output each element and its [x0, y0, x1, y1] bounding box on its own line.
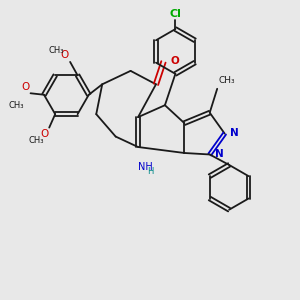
Text: CH₃: CH₃ [219, 76, 235, 85]
Text: NH: NH [138, 162, 153, 172]
Text: O: O [170, 56, 179, 66]
Text: O: O [60, 50, 69, 60]
Text: CH₃: CH₃ [48, 46, 64, 56]
Text: O: O [22, 82, 30, 92]
Text: H: H [147, 167, 153, 176]
Text: Cl: Cl [169, 9, 181, 19]
Text: O: O [40, 129, 49, 139]
Text: N: N [215, 149, 224, 159]
Text: N: N [230, 128, 239, 138]
Text: CH₃: CH₃ [8, 101, 24, 110]
Text: CH₃: CH₃ [28, 136, 44, 145]
